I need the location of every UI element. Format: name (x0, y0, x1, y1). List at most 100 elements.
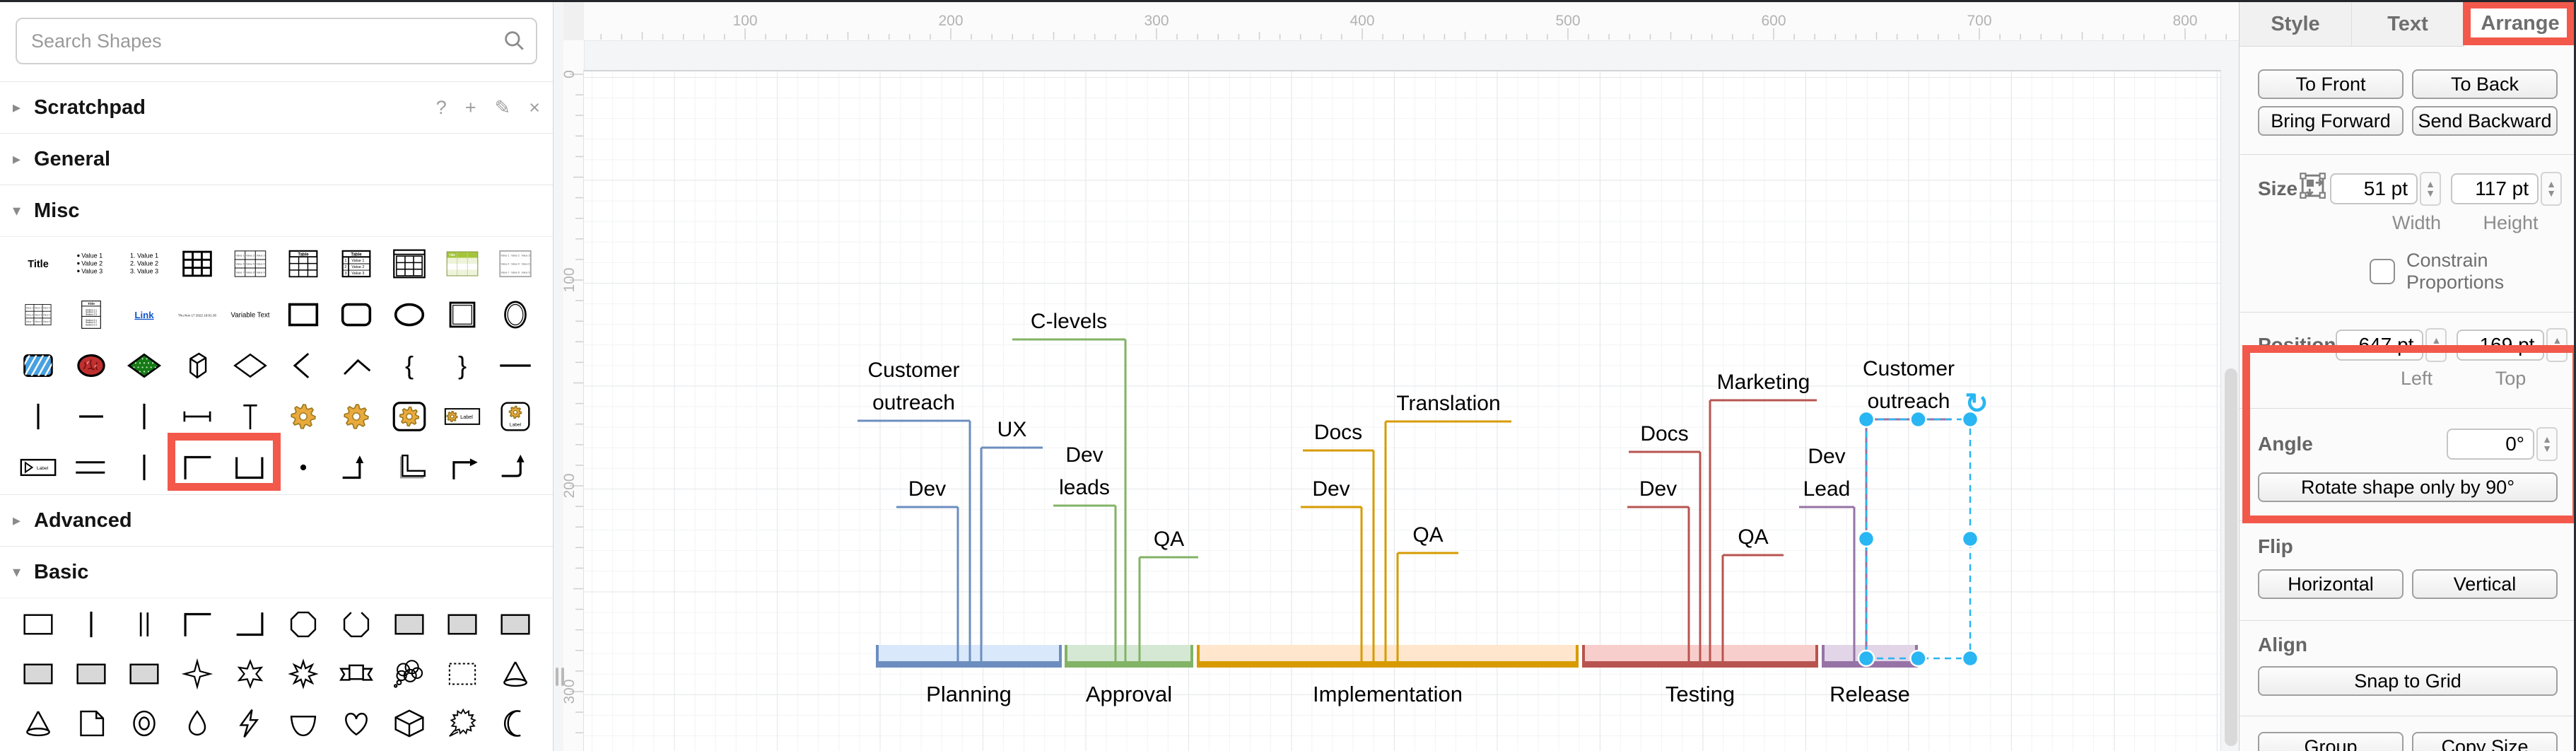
shape-link-text[interactable]: Link (117, 289, 170, 340)
position-top-stepper[interactable]: ▲ ▼ (2546, 328, 2568, 362)
canvas-vertical-scrollbar[interactable] (2225, 368, 2237, 746)
width-stepper[interactable]: ▲ ▼ (2420, 171, 2442, 206)
bring-forward-button[interactable]: Bring Forward (2258, 106, 2404, 136)
to-back-button[interactable]: To Back (2412, 69, 2558, 99)
shape-vmeasure[interactable] (223, 391, 276, 442)
to-front-button[interactable]: To Front (2258, 69, 2404, 99)
shape-teardrop[interactable] (170, 699, 223, 748)
shape-rect-gray[interactable] (488, 600, 541, 649)
shape-rect-double[interactable] (435, 289, 488, 340)
shape-table-green[interactable]: Title (435, 238, 488, 289)
shape-gear-label-rounded[interactable]: Label (488, 391, 541, 442)
flip-vertical-button[interactable]: Vertical (2412, 569, 2558, 599)
shape-vline[interactable] (117, 442, 170, 493)
sidebar-section-scratchpad[interactable]: ▸ Scratchpad? + ✎ × (0, 81, 553, 133)
shape-cone[interactable] (488, 649, 541, 699)
shape-zigzag[interactable] (276, 340, 329, 391)
tab-text[interactable]: Text (2352, 2, 2464, 46)
sidebar-section-general[interactable]: ▸ General (0, 133, 553, 185)
search-shapes-input[interactable] (17, 19, 536, 63)
shape-date-text[interactable]: Thu Nov 17 2022 18:01:30 (170, 289, 223, 340)
shape-vline-pair[interactable] (117, 600, 170, 649)
shape-table-titled[interactable]: Table (276, 238, 329, 289)
shape-gear-framed[interactable] (382, 391, 435, 442)
shape-corner-tl[interactable] (170, 600, 223, 649)
flip-horizontal-button[interactable]: Horizontal (2258, 569, 2404, 599)
shape-octagon[interactable] (276, 600, 329, 649)
shape-heart[interactable] (329, 699, 382, 748)
scratchpad-icon-add[interactable]: + (464, 96, 476, 118)
diagram-canvas[interactable] (554, 2, 2239, 751)
shape-vline[interactable] (64, 600, 117, 649)
shape-rect-bold[interactable] (276, 289, 329, 340)
scratchpad-icon-close[interactable]: × (529, 96, 540, 118)
shape-cloud-callout[interactable] (382, 649, 435, 699)
shape-corner-3d[interactable] (382, 442, 435, 493)
shape-parallel-lines[interactable] (64, 442, 117, 493)
shape-star-8[interactable] (276, 649, 329, 699)
rotate-90-button[interactable]: Rotate shape only by 90° (2258, 472, 2558, 502)
search-icon[interactable] (502, 28, 526, 56)
shape-ellipse-tall[interactable] (488, 289, 541, 340)
shape-rounded-bold[interactable] (329, 289, 382, 340)
shape-rect[interactable] (11, 600, 64, 649)
shape-bullet-list[interactable]: Value 1 Value 2 Value 3 (64, 238, 117, 289)
position-top-input[interactable] (2457, 330, 2545, 361)
shape-cone[interactable] (11, 699, 64, 748)
shape-rect-gray[interactable] (117, 649, 170, 699)
drawing-page[interactable] (583, 70, 2221, 751)
shape-vline[interactable] (117, 391, 170, 442)
shape-ellipse-bold[interactable] (382, 289, 435, 340)
constrain-proportions-checkbox[interactable] (2370, 259, 2395, 284)
shape-diamond[interactable] (223, 340, 276, 391)
sidebar-section-misc[interactable]: ▾ Misc (0, 185, 553, 236)
shape-brace-right[interactable]: } (435, 340, 488, 391)
shape-rect-gray[interactable] (64, 649, 117, 699)
shape-moon[interactable] (488, 699, 541, 748)
shape-rect-gray[interactable] (11, 649, 64, 699)
shape-brace-left[interactable]: { (382, 340, 435, 391)
shape-rect-hatch-blue[interactable] (11, 340, 64, 391)
width-input[interactable] (2330, 173, 2418, 204)
shape-half-disc[interactable] (276, 699, 329, 748)
shape-table-values[interactable]: Value 1 Value 2 Value 3 Value 4 Value 5 Value… (223, 238, 276, 289)
shape-table-gray[interactable]: Value 1 Value 2 Value 3 Value 4 Value 5 Value… (488, 238, 541, 289)
shape-variable-text[interactable]: Variable Text (223, 289, 276, 340)
shape-grid-bold[interactable] (170, 238, 223, 289)
height-input[interactable] (2451, 173, 2539, 204)
height-stepper[interactable]: ▲ ▼ (2541, 171, 2563, 206)
shape-note[interactable] (64, 699, 117, 748)
shape-title-text[interactable]: Title (11, 238, 64, 289)
copy-size-button[interactable]: Copy Size (2412, 732, 2558, 751)
shape-hmeasure[interactable] (170, 391, 223, 442)
shape-rect-dotted[interactable] (435, 649, 488, 699)
shape-arrow-step-curve[interactable] (488, 442, 541, 493)
scratchpad-icon-edit[interactable]: ✎ (494, 96, 511, 118)
shape-angle-zigzag[interactable] (329, 340, 382, 391)
shape-octagon-open[interactable] (329, 600, 382, 649)
shape-lightning[interactable] (223, 699, 276, 748)
shape-star-4[interactable] (170, 649, 223, 699)
position-left-stepper[interactable]: ▲ ▼ (2425, 328, 2447, 362)
shape-dot[interactable] (276, 442, 329, 493)
group-button[interactable]: Group (2258, 732, 2404, 751)
shape-arrow-corner-up[interactable] (329, 442, 382, 493)
shape-burst-bubble[interactable] (435, 699, 488, 748)
shape-vline[interactable] (11, 391, 64, 442)
position-left-input[interactable] (2336, 330, 2424, 361)
angle-stepper[interactable]: ▲ ▼ (2536, 427, 2558, 461)
sidebar-section-advanced[interactable]: ▸ Advanced (0, 494, 553, 546)
shape-ellipse-scribble-red[interactable] (64, 340, 117, 391)
shape-diamond-dots-green[interactable] (117, 340, 170, 391)
angle-input[interactable] (2447, 429, 2534, 460)
shape-gear[interactable] (276, 391, 329, 442)
snap-to-grid-button[interactable]: Snap to Grid (2258, 666, 2558, 696)
shape-box-3d[interactable] (170, 340, 223, 391)
shape-title-sections[interactable]: Title Section 1.1 Section 1.2 Section 1.3 Se… (64, 289, 117, 340)
shape-gear-label[interactable]: Label (435, 391, 488, 442)
shape-donut[interactable] (117, 699, 170, 748)
shape-rect-gray[interactable] (382, 600, 435, 649)
shape-label-arrow-box[interactable]: Label (11, 442, 64, 493)
send-backward-button[interactable]: Send Backward (2412, 106, 2558, 136)
shape-cube-3d[interactable] (382, 699, 435, 748)
